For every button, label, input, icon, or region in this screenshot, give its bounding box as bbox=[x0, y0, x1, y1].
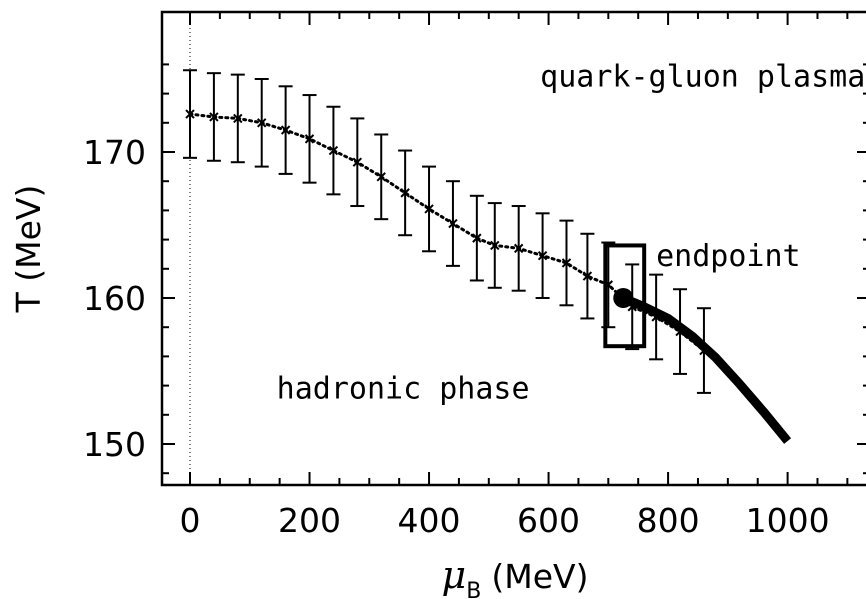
cross-stroke bbox=[352, 157, 363, 167]
y-tick-label: 160 bbox=[83, 279, 146, 318]
cross-stroke bbox=[280, 125, 291, 135]
cross-stroke bbox=[448, 218, 458, 229]
cross-stroke bbox=[400, 188, 410, 198]
data-point-cross bbox=[185, 109, 195, 119]
cross-stroke bbox=[328, 145, 339, 156]
cross-stroke bbox=[513, 243, 524, 254]
data-point-cross bbox=[582, 271, 593, 281]
endpoint-marker bbox=[613, 288, 634, 308]
x-tick-label: 800 bbox=[637, 501, 700, 540]
cross-stroke bbox=[472, 233, 482, 243]
data-point-cross bbox=[472, 233, 482, 243]
cross-stroke bbox=[233, 113, 243, 124]
data-point-cross bbox=[490, 240, 500, 251]
x-tick-label: 1000 bbox=[746, 501, 830, 540]
cross-stroke bbox=[537, 250, 548, 261]
cross-stroke bbox=[582, 271, 593, 281]
annotation-label: endpoint bbox=[656, 239, 801, 274]
annotation-label: quark-gluon plasma bbox=[540, 59, 865, 94]
data-point-cross bbox=[448, 218, 458, 229]
cross-stroke bbox=[424, 204, 434, 214]
cross-stroke bbox=[561, 258, 572, 268]
y-tick-label: 170 bbox=[83, 133, 146, 172]
data-point-cross bbox=[513, 243, 524, 254]
x-tick-label: 0 bbox=[180, 501, 201, 540]
data-point-cross bbox=[257, 118, 267, 128]
data-point-cross bbox=[537, 250, 548, 261]
cross-stroke bbox=[209, 112, 219, 122]
x-tick-label: 400 bbox=[398, 501, 461, 540]
dotted-transition-line bbox=[188, 112, 706, 353]
x-tick-label: 200 bbox=[278, 501, 341, 540]
annotation-label: hadronic phase bbox=[277, 372, 530, 407]
data-point-cross bbox=[400, 188, 410, 198]
data-point-cross bbox=[352, 157, 363, 167]
first-order-line bbox=[621, 293, 792, 444]
data-point-cross bbox=[424, 204, 434, 214]
data-point-cross bbox=[280, 125, 291, 135]
data-point-cross bbox=[233, 113, 243, 124]
data-point-cross bbox=[304, 134, 315, 144]
data-point-cross bbox=[328, 145, 339, 156]
y-axis-title: T (MeV) bbox=[9, 185, 48, 314]
plot-frame bbox=[160, 10, 866, 487]
y-tick-label: 150 bbox=[83, 425, 146, 464]
x-axis-title: μB (MeV) bbox=[442, 553, 589, 599]
data-point-cross bbox=[376, 172, 386, 182]
data-point-cross bbox=[209, 112, 219, 122]
cross-stroke bbox=[376, 172, 386, 182]
cross-stroke bbox=[185, 109, 195, 119]
x-tick-label: 600 bbox=[517, 501, 580, 540]
cross-stroke bbox=[490, 240, 500, 251]
endpoint-box bbox=[603, 243, 647, 349]
cross-stroke bbox=[257, 118, 267, 128]
data-point-cross bbox=[561, 258, 572, 268]
cross-stroke bbox=[304, 134, 315, 144]
